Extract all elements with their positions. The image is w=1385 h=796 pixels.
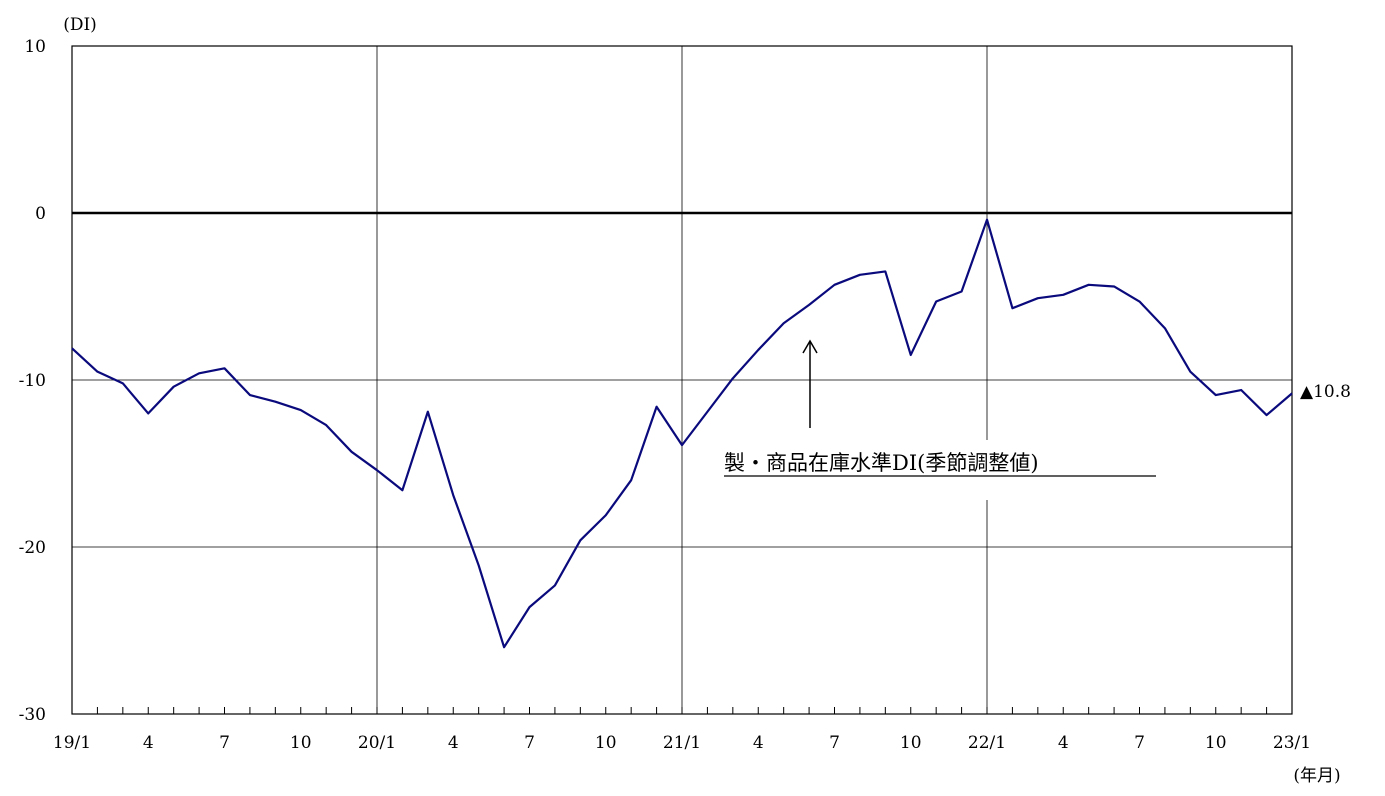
y-axis-label: (DI) xyxy=(63,15,97,35)
x-tick-label: 4 xyxy=(448,733,459,753)
y-tick-label: -20 xyxy=(19,538,46,558)
x-tick-label: 4 xyxy=(753,733,764,753)
x-axis-ticks xyxy=(71,707,1293,714)
x-axis-tick-labels: 19/1 4 7 10 20/1 4 7 10 21/1 4 7 10 22/1 4 7 10 23/1 xyxy=(53,733,1311,753)
x-tick-label: 7 xyxy=(1134,733,1145,753)
annotation-label: 製・商品在庫水準DI(季節調整値) xyxy=(724,451,1039,475)
x-axis-label: (年月) xyxy=(1293,766,1340,786)
x-tick-label: 7 xyxy=(219,733,230,753)
x-tick-label: 10 xyxy=(290,733,312,753)
y-tick-label: 0 xyxy=(35,204,46,224)
series-annotation: 製・商品在庫水準DI(季節調整値) xyxy=(722,339,1158,500)
gridlines xyxy=(72,46,1292,714)
annotation-background xyxy=(722,440,1158,500)
x-tick-label: 10 xyxy=(900,733,922,753)
x-tick-label: 21/1 xyxy=(663,733,701,753)
y-tick-label: 10 xyxy=(24,37,46,57)
x-tick-label: 7 xyxy=(829,733,840,753)
y-tick-label: -30 xyxy=(19,705,46,725)
x-tick-label: 10 xyxy=(595,733,617,753)
x-tick-label: 23/1 xyxy=(1273,733,1311,753)
x-tick-label: 22/1 xyxy=(968,733,1006,753)
y-tick-label: -10 xyxy=(19,371,46,391)
series-layer xyxy=(71,218,1293,649)
last-value-label: ▲10.8 xyxy=(1300,382,1351,402)
x-tick-label: 10 xyxy=(1205,733,1227,753)
x-tick-label: 7 xyxy=(524,733,535,753)
x-tick-label: 20/1 xyxy=(358,733,396,753)
y-axis-tick-labels: 10 0 -10 -20 -30 xyxy=(19,37,46,725)
x-tick-label: 19/1 xyxy=(53,733,91,753)
x-tick-label: 4 xyxy=(1058,733,1069,753)
arrow-head-icon xyxy=(802,339,818,354)
x-tick-label: 4 xyxy=(143,733,154,753)
